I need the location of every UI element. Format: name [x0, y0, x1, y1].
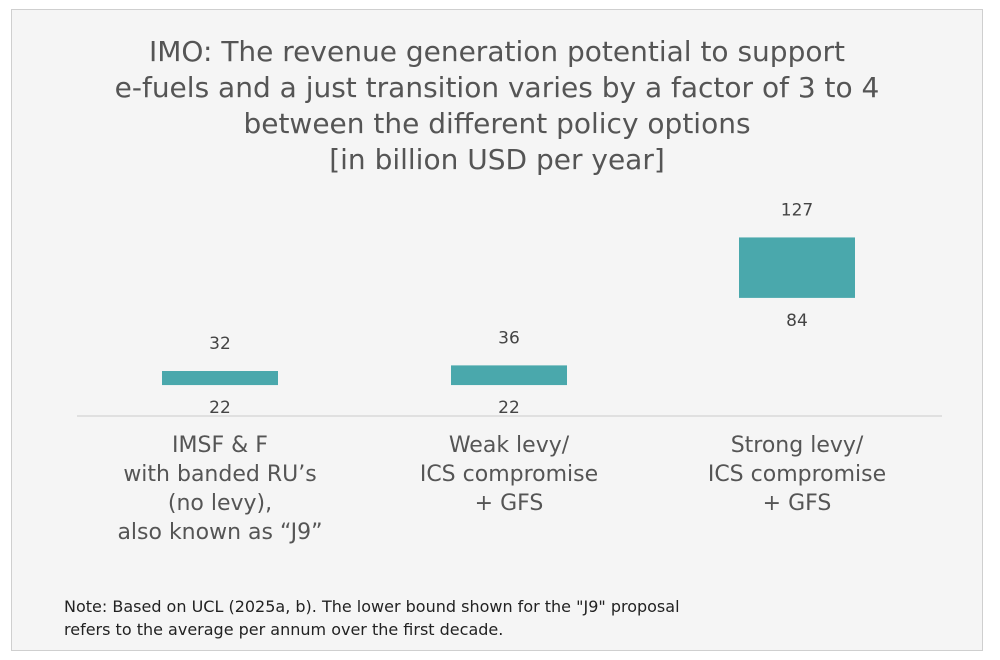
- bars-group: [162, 237, 855, 386]
- upper-value-label: 127: [781, 200, 813, 220]
- category-label-line: ICS compromise: [420, 462, 598, 487]
- chart-title: IMO: The revenue generation potential to…: [114, 35, 880, 176]
- category-label-line: (no levy),: [168, 491, 272, 516]
- category-label-line: + GFS: [763, 491, 832, 516]
- lower-value-label: 22: [209, 398, 231, 418]
- range-bar: [451, 365, 567, 386]
- chart-panel: IMO: The revenue generation potential to…: [11, 9, 983, 651]
- upper-value-label: 32: [209, 334, 231, 354]
- range-bar: [739, 237, 855, 298]
- range-bar: [162, 371, 278, 386]
- chart-note: Note: Based on UCL (2025a, b). The lower…: [64, 597, 680, 639]
- category-label-line: Weak levy/: [449, 433, 570, 458]
- lower-value-label: 22: [498, 398, 520, 418]
- category-label-line: + GFS: [475, 491, 544, 516]
- category-label-line: also known as “J9”: [117, 520, 322, 545]
- category-label-line: ICS compromise: [708, 462, 886, 487]
- category-label-line: IMSF & F: [172, 433, 268, 458]
- upper-value-label: 36: [498, 328, 520, 348]
- category-label-line: with banded RU’s: [123, 462, 316, 487]
- category-label-line: Strong levy/: [731, 433, 864, 458]
- lower-value-label: 84: [786, 311, 808, 331]
- labels-group: 32 22 IMSF & F with banded RU’s (no levy), al…: [117, 200, 886, 545]
